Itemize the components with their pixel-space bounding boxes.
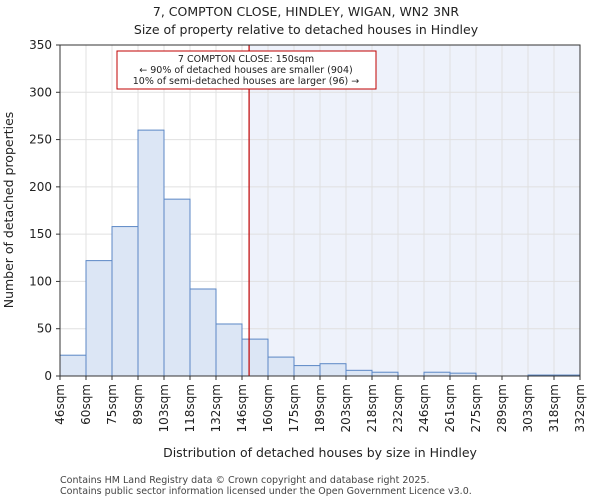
x-tick-label: 232sqm xyxy=(391,384,405,432)
x-tick-label: 75sqm xyxy=(105,384,119,425)
x-tick-label: 189sqm xyxy=(313,384,327,432)
x-tick-label: 60sqm xyxy=(79,384,93,425)
chart-subtitle: Size of property relative to detached ho… xyxy=(134,22,479,37)
x-tick-label: 103sqm xyxy=(157,384,171,432)
y-tick-label: 200 xyxy=(29,180,52,194)
histogram-bar xyxy=(371,371,399,377)
highlight-shade xyxy=(249,45,580,376)
y-tick-label: 150 xyxy=(29,227,52,241)
annotation-frame xyxy=(116,50,377,90)
y-tick-label: 50 xyxy=(37,322,52,336)
chart-title: 7, COMPTON CLOSE, HINDLEY, WIGAN, WN2 3N… xyxy=(153,4,459,19)
x-tick-label: 146sqm xyxy=(235,384,249,432)
x-tick-label: 303sqm xyxy=(521,384,535,432)
x-tick-label: 289sqm xyxy=(495,384,509,432)
histogram-bar xyxy=(59,354,87,377)
histogram-bar xyxy=(85,260,113,377)
x-tick-label: 218sqm xyxy=(365,384,379,432)
y-axis-label: Number of detached properties xyxy=(1,112,16,309)
x-tick-label: 160sqm xyxy=(261,384,275,432)
x-tick-label: 318sqm xyxy=(547,384,561,432)
x-tick-label: 46sqm xyxy=(53,384,67,425)
x-tick-label: 246sqm xyxy=(417,384,431,432)
histogram-bar xyxy=(111,226,139,377)
y-axis-ticks: 0 50 100 150 200 250 300 350 xyxy=(29,38,60,383)
histogram-bar xyxy=(267,356,295,377)
y-tick-label: 250 xyxy=(29,133,52,147)
x-axis-label: Distribution of detached houses by size … xyxy=(163,445,477,460)
bars xyxy=(59,129,581,377)
histogram-bar xyxy=(423,371,451,377)
footer-line-2: Contains public sector information licen… xyxy=(60,486,472,497)
histogram-bar xyxy=(319,363,347,377)
histogram-bar xyxy=(163,198,191,377)
histogram-bar xyxy=(241,338,269,377)
footer-line-1: Contains HM Land Registry data © Crown c… xyxy=(60,475,430,486)
x-tick-label: 175sqm xyxy=(287,384,301,432)
x-tick-label: 261sqm xyxy=(443,384,457,432)
annotation-line-3: 10% of semi-detached houses are larger (… xyxy=(133,76,360,87)
x-axis-ticks: 46sqm 60sqm 75sqm 89sqm 103sqm 118sqm 132sqm 14… xyxy=(53,376,587,432)
histogram-bar xyxy=(215,323,243,377)
histogram-bar xyxy=(293,365,321,377)
histogram-bar xyxy=(345,369,373,377)
x-tick-label: 89sqm xyxy=(131,384,145,425)
histogram-bar xyxy=(189,288,217,377)
y-tick-label: 350 xyxy=(29,38,52,52)
y-tick-label: 0 xyxy=(44,369,52,383)
histogram-bar xyxy=(137,129,165,377)
x-tick-label: 132sqm xyxy=(209,384,223,432)
y-tick-label: 300 xyxy=(29,85,52,99)
x-tick-label: 275sqm xyxy=(469,384,483,432)
x-tick-label: 203sqm xyxy=(339,384,353,432)
y-tick-label: 100 xyxy=(29,274,52,288)
annotation-line-2: ← 90% of detached houses are smaller (90… xyxy=(139,65,352,76)
x-tick-label: 332sqm xyxy=(573,384,587,432)
annotation-box: 7 COMPTON CLOSE: 150sqm ← 90% of detache… xyxy=(116,50,377,90)
x-tick-label: 118sqm xyxy=(183,384,197,432)
annotation-line-1: 7 COMPTON CLOSE: 150sqm xyxy=(178,54,314,65)
